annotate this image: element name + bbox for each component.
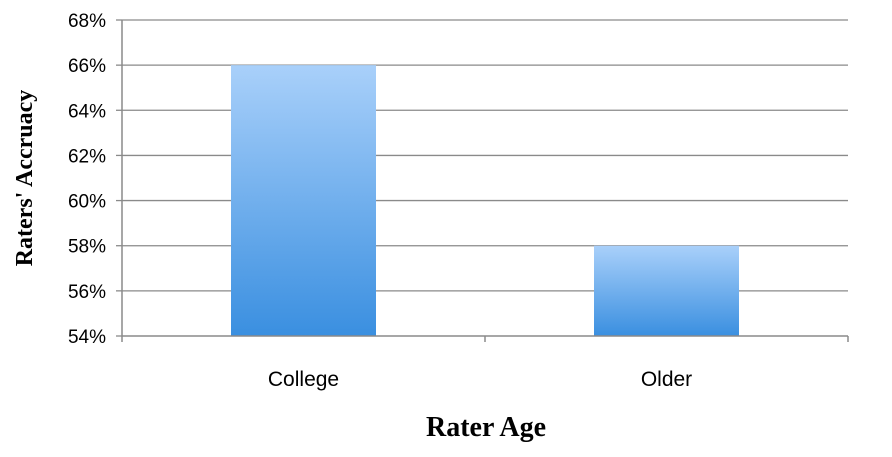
y-tick-label: 60% (68, 192, 106, 213)
x-tick-label: College (268, 368, 339, 391)
axes (121, 20, 849, 342)
y-tick-label: 54% (68, 327, 106, 348)
y-tick-label: 64% (68, 101, 106, 122)
y-tick-label: 68% (68, 11, 106, 32)
x-axis-title: Rater Age (426, 412, 546, 443)
y-axis-title: Raters' Accruacy (12, 90, 38, 267)
y-tick-label: 66% (68, 56, 106, 77)
y-tick-labels: 54% 56% 58% 60% 62% 64% 66% 68% (68, 11, 106, 348)
bar-college (231, 65, 376, 337)
bar-older (594, 245, 739, 336)
y-tick-label: 58% (68, 237, 106, 258)
y-tick-label: 62% (68, 146, 106, 167)
x-tick-label: Older (641, 368, 692, 391)
x-tick-labels: College Older (268, 368, 692, 391)
bars (231, 65, 739, 337)
y-tick-label: 56% (68, 282, 106, 303)
